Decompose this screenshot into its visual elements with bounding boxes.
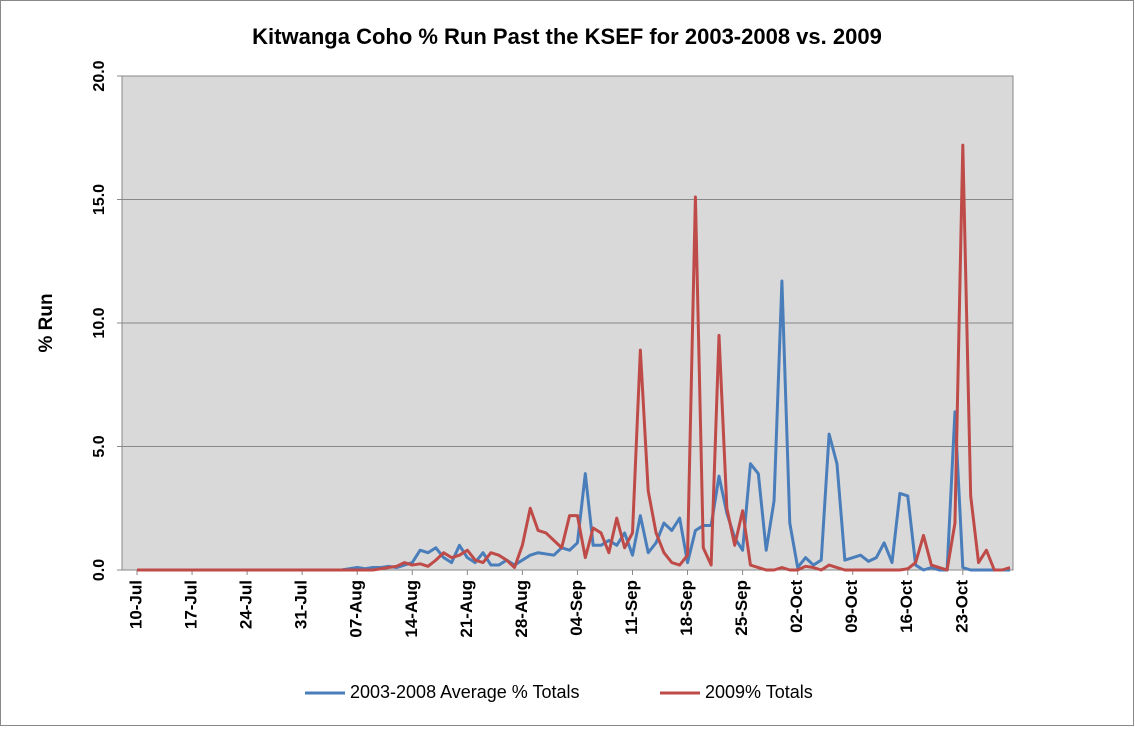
- chart-title: Kitwanga Coho % Run Past the KSEF for 20…: [252, 24, 882, 49]
- legend-label: 2003-2008 Average % Totals: [350, 682, 580, 702]
- y-axis-label: % Run: [36, 293, 57, 352]
- y-tick-label: 10.0: [91, 307, 108, 338]
- legend-label: 2009% Totals: [705, 682, 813, 702]
- x-tick-label: 14-Aug: [402, 580, 421, 638]
- x-tick-label: 02-Oct: [787, 580, 806, 633]
- y-tick-label: 5.0: [91, 435, 108, 457]
- x-tick-label: 24-Jul: [237, 580, 256, 629]
- x-tick-label: 17-Jul: [182, 580, 201, 629]
- x-tick-label: 10-Jul: [126, 580, 145, 629]
- x-tick-label: 25-Sep: [732, 580, 751, 636]
- x-tick-label: 21-Aug: [457, 580, 476, 638]
- x-tick-label: 11-Sep: [622, 580, 641, 635]
- y-tick-label: 20.0: [91, 60, 108, 91]
- x-tick-label: 16-Oct: [897, 580, 916, 633]
- x-tick-label: 09-Oct: [842, 580, 861, 633]
- x-tick-label: 28-Aug: [512, 580, 531, 638]
- y-tick-label: 15.0: [91, 184, 108, 215]
- y-tick-label: 0.0: [91, 559, 108, 581]
- x-tick-label: 23-Oct: [952, 580, 971, 633]
- x-tick-label: 07-Aug: [347, 580, 366, 638]
- x-tick-label: 18-Sep: [677, 580, 696, 636]
- x-tick-label: 31-Jul: [292, 580, 311, 629]
- x-tick-label: 04-Sep: [567, 580, 586, 636]
- series-line: [137, 143, 1011, 572]
